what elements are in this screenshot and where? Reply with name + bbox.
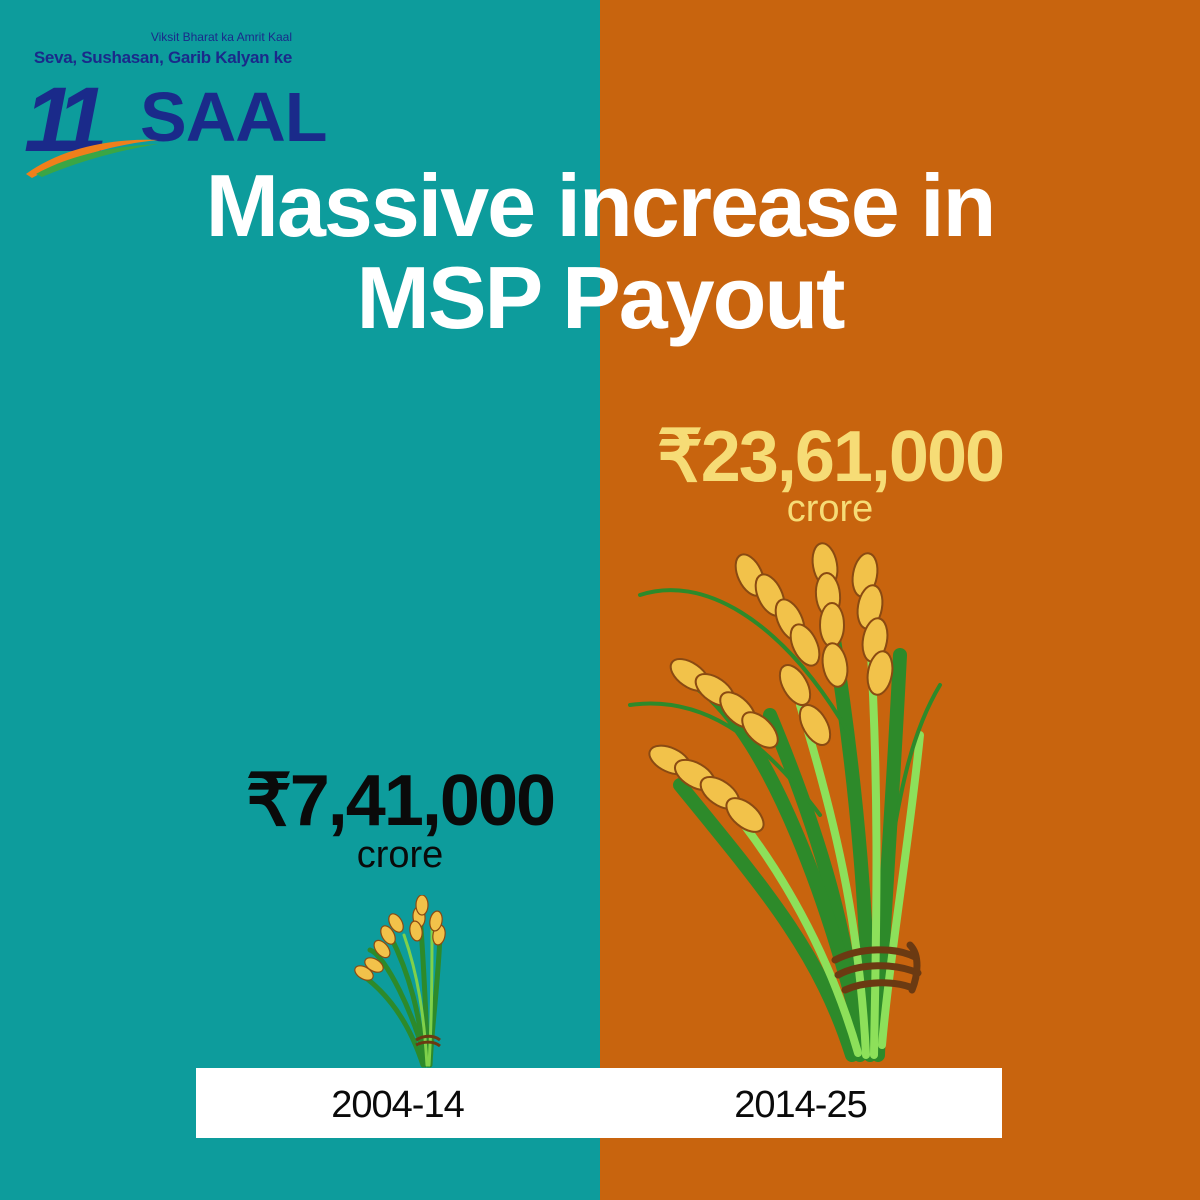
- amount-2014-25: ₹23,61,000: [656, 417, 1005, 497]
- wheat-bundle-small-icon: [354, 895, 446, 1068]
- unit-2004-14: crore: [356, 834, 444, 876]
- wheat-bundle-large-icon: [628, 542, 942, 1062]
- period-label-2004-14: 2004-14: [331, 1084, 464, 1126]
- amount-2004-14: ₹7,41,000: [245, 761, 556, 841]
- logo-swoosh-icon: [26, 139, 158, 178]
- period-bar: 2004-14 2014-25: [196, 1068, 1002, 1138]
- headline-line-1: Massive increase in: [205, 156, 997, 255]
- eleven-saal-logo: Viksit Bharat ka Amrit Kaal Seva, Sushas…: [22, 30, 328, 180]
- headline-line-2: MSP Payout: [356, 248, 846, 347]
- logo-tagline-main: Seva, Sushasan, Garib Kalyan ke: [33, 48, 292, 67]
- left-panel-2004-14: [0, 0, 600, 1200]
- right-panel-2014-25: [600, 0, 1200, 1200]
- logo-tagline-top: Viksit Bharat ka Amrit Kaal: [150, 30, 292, 44]
- unit-2014-25: crore: [786, 488, 874, 530]
- period-label-2014-25: 2014-25: [734, 1084, 867, 1126]
- headline: Massive increase in MSP Payout: [0, 160, 1200, 344]
- logo-word: SAAL: [140, 78, 328, 156]
